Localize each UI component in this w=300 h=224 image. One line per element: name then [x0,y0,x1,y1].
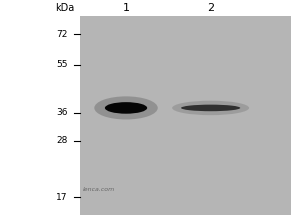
Ellipse shape [181,105,240,111]
Text: 28: 28 [56,136,68,145]
Text: 72: 72 [56,30,68,39]
Ellipse shape [105,102,147,114]
Text: kDa: kDa [56,3,75,13]
Text: 1: 1 [122,3,130,13]
Ellipse shape [172,101,249,115]
Text: 55: 55 [56,60,68,69]
Text: lenca.com: lenca.com [82,187,115,192]
Bar [80,16,291,215]
Text: 36: 36 [56,108,68,117]
Text: 17: 17 [56,193,68,202]
Bar [80,16,291,215]
Text: 2: 2 [207,3,214,13]
Ellipse shape [94,96,158,119]
